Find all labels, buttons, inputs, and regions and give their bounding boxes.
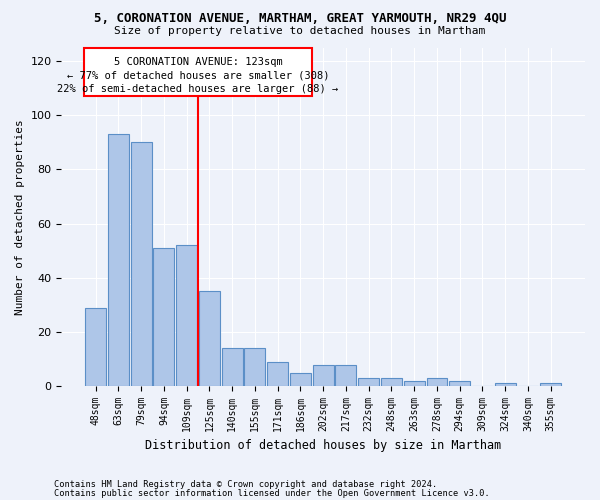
Bar [176,246,197,386]
Bar [244,348,265,386]
Bar [449,381,470,386]
Bar [131,142,152,386]
Bar [85,308,106,386]
Text: Contains HM Land Registry data © Crown copyright and database right 2024.: Contains HM Land Registry data © Crown c… [54,480,437,489]
Bar [267,362,288,386]
Bar [358,378,379,386]
Text: Size of property relative to detached houses in Martham: Size of property relative to detached ho… [115,26,485,36]
FancyBboxPatch shape [84,48,312,96]
Bar [495,384,515,386]
X-axis label: Distribution of detached houses by size in Martham: Distribution of detached houses by size … [145,440,502,452]
Bar [427,378,448,386]
Y-axis label: Number of detached properties: Number of detached properties [15,119,25,314]
Text: ← 77% of detached houses are smaller (308): ← 77% of detached houses are smaller (30… [67,70,329,81]
Text: Contains public sector information licensed under the Open Government Licence v3: Contains public sector information licen… [54,490,490,498]
Bar [313,364,334,386]
Text: 5, CORONATION AVENUE, MARTHAM, GREAT YARMOUTH, NR29 4QU: 5, CORONATION AVENUE, MARTHAM, GREAT YAR… [94,12,506,26]
Text: 22% of semi-detached houses are larger (88) →: 22% of semi-detached houses are larger (… [58,84,338,94]
Bar [290,372,311,386]
Bar [335,364,356,386]
Bar [404,381,425,386]
Bar [222,348,242,386]
Bar [381,378,402,386]
Bar [199,292,220,386]
Bar [540,384,561,386]
Bar [108,134,129,386]
Bar [154,248,175,386]
Text: 5 CORONATION AVENUE: 123sqm: 5 CORONATION AVENUE: 123sqm [113,57,283,67]
